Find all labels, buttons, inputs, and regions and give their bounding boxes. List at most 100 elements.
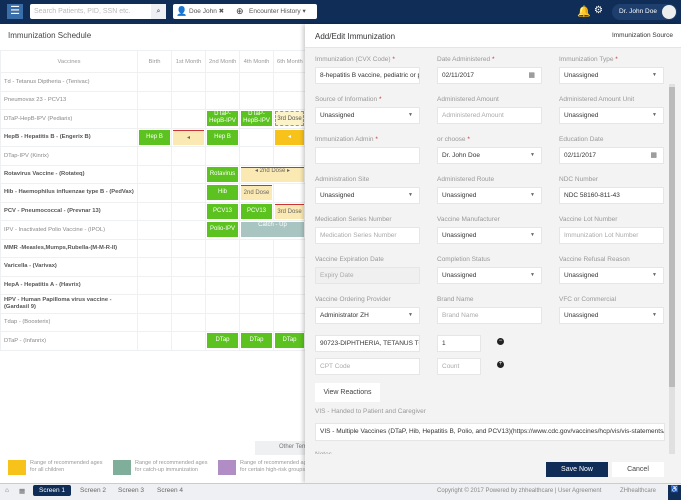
schedule-cell [171,90,206,110]
field-label: Completion Status [437,256,491,263]
dose-given[interactable]: Hep B [207,129,238,145]
hamburger-menu-icon[interactable]: ☰ [7,4,23,19]
accessibility-icon[interactable]: ♿ [668,485,681,500]
schedule-cell: Catch - Up [239,220,306,240]
schedule-cell [137,257,172,277]
column-header: 4th Month [239,50,274,73]
schedule-cell [171,294,206,314]
vaccine-name: DTap-IPV (Kinrix) [0,146,138,166]
tab-other-templates[interactable]: Other Templates [255,441,305,455]
tab-screen-2[interactable]: Screen 2 [80,487,107,494]
immunization-source-link[interactable]: Immunization Source [611,32,673,39]
administration-site-select[interactable]: Unassigned ▼ [315,187,420,204]
copyright-text[interactable]: Copyright © 2017 Powered by zhhealthcare… [437,488,602,494]
search-icon[interactable]: ⌕ [151,4,166,19]
vaccine-ordering-provider-group: Vaccine Ordering Provider Administrator Z… [315,296,420,324]
field-label: Administered Amount [437,96,499,103]
save-now-button[interactable]: Save Now [546,462,608,477]
immunization-cvx-code-input[interactable]: 8-hepatitis B vaccine, pediatric or pedi… [315,67,420,84]
gear-icon[interactable]: ⚙ [594,5,603,16]
schedule-cell [273,238,306,258]
dose-given[interactable]: Hib [207,185,238,201]
vaccine-refusal-reason-group: Vaccine Refusal Reason Unassigned ▼ [559,256,664,284]
encounter-history-dropdown[interactable]: ⊕ Encounter History ▾ [233,4,317,19]
dose-given[interactable]: Rotavirus [207,166,238,182]
vis-field[interactable]: VIS - Multiple Vaccines (DTaP, Hib, Hepa… [315,423,665,441]
grid-icon[interactable]: ▦ [19,488,26,495]
vaccine-name: DTaP - (Infanrix) [0,331,138,351]
dose-catchup[interactable]: Catch - Up [241,222,304,238]
vaccine-name: Pneumovax 23 - PCV13 [0,90,138,110]
schedule-cell [137,331,172,351]
tab-screen-1[interactable]: Screen 1 [33,485,72,496]
completion-status-select[interactable]: Unassigned ▼ [437,267,542,284]
count-field[interactable]: 1 [437,335,481,352]
administered-route-select[interactable]: Unassigned ▼ [437,187,542,204]
patient-pill[interactable]: 👤 Doe John ✖ [173,4,240,19]
vaccine-lot-number-input[interactable]: Immunization Lot Number [559,227,664,244]
schedule-cell [171,312,206,332]
dose-given[interactable]: DTap [275,333,304,349]
dose-range[interactable]: 3rd Dose [275,203,304,219]
administered-route-group: Administered Route Unassigned ▼ [437,176,542,204]
immunization-admin-input[interactable] [315,147,420,164]
bell-icon[interactable]: 🔔 [577,6,591,18]
plus-circle-icon: ⊕ [236,6,244,16]
tab-screen-4[interactable]: Screen 4 [157,487,184,494]
education-date-group: Education Date 02/11/2017 ▦ [559,136,664,164]
tab-screen-3[interactable]: Screen 3 [118,487,145,494]
brand-name-input[interactable]: Brand Name [437,307,542,324]
vfc-or-commercial-select[interactable]: Unassigned ▼ [559,307,664,324]
dose-given[interactable]: DTap [207,333,238,349]
dose-given[interactable]: Polio-IPV [207,222,238,238]
schedule-cell [273,275,306,295]
dose-range-all[interactable]: ◂ [275,129,304,145]
administered-amount-unit-select[interactable]: Unassigned ▼ [559,107,664,124]
patient-search-input[interactable]: Search Patients, PID, SSN etc. ⌕ [30,4,166,19]
dose-range[interactable]: ◂ [173,129,204,145]
dose-given[interactable]: Hep B [139,129,170,145]
education-date-input[interactable]: 02/11/2017 ▦ [559,147,664,164]
modal-scrollbar[interactable] [669,84,675,464]
schedule-cell [171,183,206,203]
zh-logo: ZHhealthcare [620,488,657,494]
immunization-type-select[interactable]: Unassigned ▼ [559,67,664,84]
vaccine-refusal-reason-select[interactable]: Unassigned ▼ [559,267,664,284]
or-choose-select[interactable]: Dr. John Doe ▼ [437,147,542,164]
chevron-down-icon: ▼ [408,112,413,118]
ndc-number-input[interactable]: NDC 58160-811-43 [559,187,664,204]
dose-given[interactable]: DTaP-HepB-IPV [241,111,272,127]
cpt-code-input[interactable]: CPT Code [315,358,420,375]
plus-circle-icon[interactable]: + [497,361,504,368]
calendar-icon[interactable]: ▦ [650,152,657,159]
column-header: Birth [137,50,172,73]
calendar-icon[interactable]: ▦ [528,72,535,79]
dose-range[interactable]: 2nd Dose [241,185,272,201]
vaccine-ordering-provider-select[interactable]: Administrator ZH ▼ [315,307,420,324]
vaccine-manufacturer-select[interactable]: Unassigned ▼ [437,227,542,244]
date-administered-input[interactable]: 02/11/2017 ▦ [437,67,542,84]
medication-series-number-input[interactable]: Medication Series Number [315,227,420,244]
dose-due[interactable]: 3rd Dose [275,111,304,127]
administered-amount-input[interactable]: Administered Amount [437,107,542,124]
dose-given[interactable]: PCV13 [207,203,238,219]
cancel-button[interactable]: Cancel [612,462,664,477]
close-icon[interactable]: ✖ [218,8,225,15]
schedule-cell: ◂ 2nd Dose ▸ [239,164,306,184]
vaccine-expiration-date-input[interactable]: Expiry Date [315,267,420,284]
minus-circle-icon[interactable]: − [497,338,504,345]
dose-range[interactable]: ◂ 2nd Dose ▸ [241,166,304,182]
schedule-cell [239,127,274,147]
home-icon[interactable]: ⌂ [5,487,9,494]
schedule-cell [273,72,306,92]
dose-given[interactable]: PCV13 [241,203,272,219]
dose-given[interactable]: DTaP-HepB-IPV [207,111,238,127]
view-reactions-button[interactable]: View Reactions [315,383,380,402]
count-input[interactable]: Count [437,358,481,375]
source-of-information-select[interactable]: Unassigned ▼ [315,107,420,124]
field-label: NDC Number [559,176,599,183]
dose-given[interactable]: DTap [241,333,272,349]
table-row: HPV - Human Papilloma virus vaccine - (G… [0,294,306,314]
cpt-code-field[interactable]: 90723-DIPHTHERIA, TETANUS TOXOIDS [315,335,420,352]
user-menu[interactable]: Dr. John Doe [612,4,677,20]
